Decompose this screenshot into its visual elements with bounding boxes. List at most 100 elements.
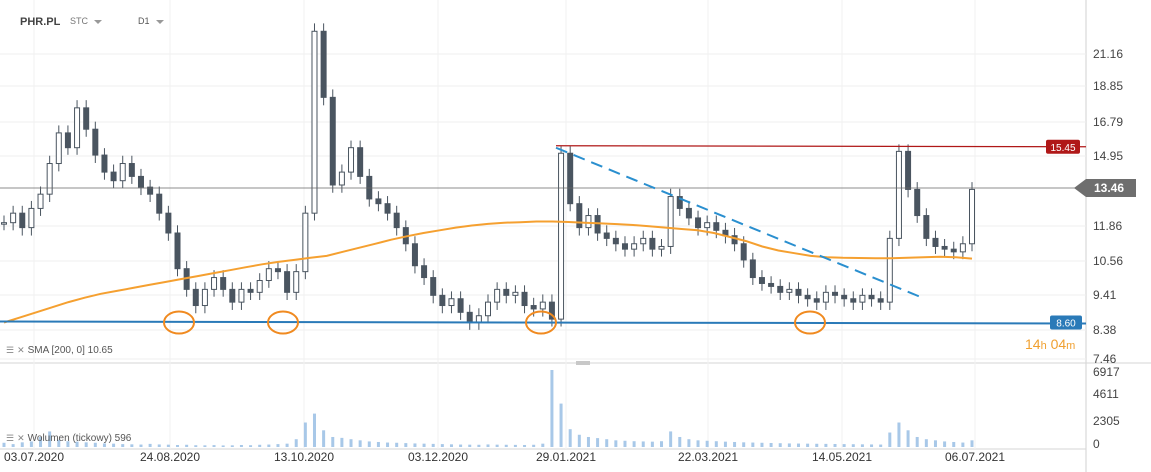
menu-icon[interactable]: ☰	[6, 345, 15, 355]
volume-bar	[705, 440, 709, 447]
volume-bar	[742, 442, 746, 447]
candle-body	[201, 288, 208, 307]
candle-body	[284, 271, 291, 293]
symbol-name: PHR.PL	[20, 16, 61, 28]
sma-legend[interactable]: ☰ ✕ SMA [200, 0] 10.65	[6, 345, 113, 356]
volume-bar	[614, 440, 618, 447]
volume-bar	[322, 430, 326, 447]
candle-body	[338, 171, 345, 186]
support-line[interactable]	[0, 320, 1087, 325]
volume-bar	[596, 438, 600, 447]
candle-body	[137, 175, 144, 188]
time-tick-label: 14.05.2021	[812, 450, 872, 464]
volume-bar	[194, 445, 198, 447]
volume-bar	[577, 434, 581, 447]
candle-body	[238, 288, 245, 303]
time-tick-label: 06.07.2021	[945, 450, 1005, 464]
volume-bar	[468, 444, 472, 447]
candle-body	[411, 243, 418, 267]
grid-lines	[0, 0, 1086, 449]
candle-body	[174, 232, 181, 270]
volume-legend[interactable]: ☰ ✕ Wolumen (tickowy) 596	[6, 433, 131, 444]
candle-body	[55, 132, 62, 165]
volume-bar	[112, 443, 116, 447]
countdown-hours: 14	[1025, 336, 1041, 352]
market-selector[interactable]: STC	[70, 16, 102, 26]
volume-bar	[523, 444, 527, 447]
candle-body	[448, 298, 455, 307]
candle-body	[841, 294, 848, 300]
volume-bar	[806, 443, 810, 447]
candle-body	[375, 198, 382, 205]
close-icon[interactable]: ✕	[17, 345, 25, 355]
candle-body	[558, 152, 565, 320]
close-icon[interactable]: ✕	[17, 433, 25, 443]
volume-bar	[669, 431, 673, 447]
volume-bar	[568, 429, 572, 447]
resistance-price-tag: 15.45	[1046, 139, 1080, 154]
volume-bar	[249, 445, 253, 447]
countdown-minutes: 04	[1050, 336, 1067, 352]
volume-bar	[157, 444, 161, 447]
resistance-line[interactable]	[555, 145, 1087, 148]
countdown-minutes-unit: m	[1066, 340, 1076, 352]
volume-tick-label: 4611	[1093, 387, 1119, 401]
volume-bar	[933, 440, 937, 447]
candle-body	[119, 163, 126, 182]
candle-body	[539, 301, 546, 310]
volume-bar	[84, 442, 88, 447]
price-tick-label: 9.41	[1093, 288, 1117, 302]
candle-body	[439, 294, 446, 307]
candle-body	[713, 222, 720, 231]
volume-bar	[185, 444, 189, 447]
candle-body	[695, 217, 702, 229]
candle-body	[466, 311, 473, 324]
support-touch-circle	[525, 310, 557, 335]
price-tick-label: 8.38	[1093, 323, 1117, 337]
volume-bar	[413, 443, 417, 447]
chevron-down-icon	[155, 19, 164, 24]
sma-line[interactable]	[3, 220, 973, 324]
candle-body	[950, 248, 957, 253]
volume-axis: 6917 4611 2305 0	[1093, 365, 1120, 451]
symbol-selector[interactable]: PHR.PL	[20, 16, 60, 28]
volume-bar	[20, 442, 24, 447]
menu-icon[interactable]: ☰	[6, 433, 15, 443]
volume-bar	[696, 440, 700, 447]
volume-bar	[952, 441, 956, 447]
candle-body	[530, 305, 537, 310]
candle-body	[941, 245, 948, 250]
timeframe-selector[interactable]: D1	[138, 16, 164, 26]
volume-bar	[48, 431, 52, 447]
support-price-label: 8.60	[1056, 319, 1076, 330]
volume-bar	[495, 444, 499, 447]
candle-body	[932, 237, 939, 247]
resistance-price-label: 15.45	[1050, 143, 1075, 154]
candle-body	[804, 294, 811, 300]
volume-bar	[641, 441, 645, 447]
timeframe-label: D1	[138, 16, 150, 26]
volume-bar	[212, 445, 216, 447]
volume-bar	[66, 441, 70, 447]
volume-bar	[787, 443, 791, 447]
candle-body	[576, 203, 583, 229]
time-tick-label: 29.01.2021	[536, 450, 596, 464]
pane-resize-handle[interactable]	[576, 361, 590, 365]
candle-body	[220, 277, 227, 290]
candle-body	[548, 301, 555, 320]
candle-body	[685, 207, 692, 219]
candle-body	[46, 163, 53, 195]
candle-body	[777, 285, 784, 293]
volume-bar	[422, 443, 426, 447]
candle-body	[156, 193, 163, 214]
candle-body	[192, 288, 199, 307]
candle-body	[110, 171, 117, 182]
candle-body	[165, 212, 172, 234]
price-tick-label: 16.79	[1093, 115, 1123, 129]
candle-body	[92, 128, 99, 156]
downtrend-line[interactable]	[555, 146, 921, 298]
volume-bar	[93, 442, 97, 447]
candle-body	[676, 196, 683, 209]
volume-bar	[130, 444, 134, 447]
